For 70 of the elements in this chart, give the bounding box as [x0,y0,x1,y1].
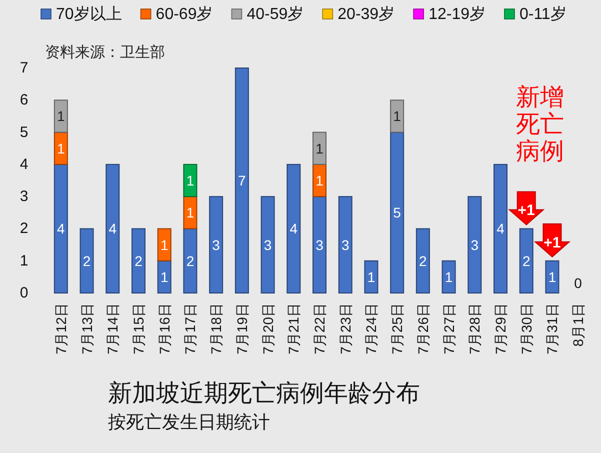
x-tick-label: 7月30日 [518,303,534,354]
x-tick-label: 8月1日 [570,303,586,347]
annotation: +1 [544,234,561,252]
x-tick-label: 7月29日 [492,303,508,354]
y-tick-label: 4 [20,156,28,173]
legend-label: 20-39岁 [338,5,395,23]
x-tick-label: 7月18日 [208,303,224,354]
x-tick-label: 7月25日 [389,303,406,354]
data-label: 1 [444,268,453,285]
data-label: 7 [238,172,246,188]
data-label: 1 [160,236,168,253]
data-label: 1 [367,268,376,285]
x-tick-label: 7月15日 [130,303,146,354]
data-label: 4 [290,220,298,237]
data-label: 2 [419,252,428,269]
annotation: +1 [518,202,535,220]
x-tick-label: 7月21日 [286,303,302,354]
data-label: 1 [548,268,556,285]
data-label: 1 [186,172,194,188]
legend-label: 12-19岁 [428,5,486,23]
legend-label: 70岁以上 [56,5,122,23]
data-label: 1 [186,204,194,221]
x-tick-label: 7月31日 [544,303,560,354]
y-tick-label: 3 [20,188,28,206]
data-label: 4 [57,220,66,237]
data-label: 1 [316,140,324,156]
data-label: 3 [264,236,272,253]
data-label: 4 [108,220,117,237]
data-label: 2 [134,252,143,269]
data-label: 0 [574,275,582,291]
data-label: 3 [212,236,220,253]
data-label: 2 [82,252,91,269]
x-tick-label: 7月16日 [156,303,172,354]
data-label: 5 [393,204,402,221]
data-label: 4 [496,220,505,237]
y-tick-label: 7 [20,60,28,76]
x-tick-label: 7月19日 [234,303,250,354]
x-tick-label: 7月23日 [337,303,354,354]
legend-label: 0-11岁 [519,5,566,23]
x-tick-label: 7月12日 [52,303,69,354]
data-label: 1 [393,108,402,124]
y-tick-label: 1 [20,252,28,270]
x-tick-label: 7月20日 [260,303,276,354]
y-tick-label: 6 [20,92,28,109]
data-label: 3 [470,236,479,253]
text: 新加坡近期死亡病例年龄分布 [108,380,420,407]
data-label: 1 [160,268,168,285]
data-label: 3 [341,236,350,253]
x-tick-label: 7月27日 [440,303,457,354]
data-label: 3 [316,236,324,253]
y-tick-label: 0 [20,284,28,302]
legend-label: 40-59岁 [246,5,304,23]
x-tick-label: 7月17日 [182,303,198,354]
y-tick-label: 2 [20,220,28,238]
data-label: 1 [316,172,324,188]
legend-label: 60-69岁 [156,5,213,23]
x-tick-label: 7月24日 [363,303,380,354]
data-label: 1 [57,140,66,156]
text: 按死亡发生日期统计 [108,412,270,432]
x-tick-label: 7月26日 [414,303,431,354]
x-tick-label: 7月13日 [78,303,95,354]
y-tick-label: 5 [20,124,28,141]
annotation: 新增死亡病例 [516,84,565,165]
text: 资料来源：卫生部 [45,44,165,61]
data-label: 2 [186,252,194,269]
data-label: 2 [522,252,530,269]
x-tick-label: 7月22日 [312,303,328,354]
x-tick-label: 7月14日 [104,303,121,354]
data-label: 1 [57,108,66,124]
x-tick-label: 7月28日 [466,303,483,354]
